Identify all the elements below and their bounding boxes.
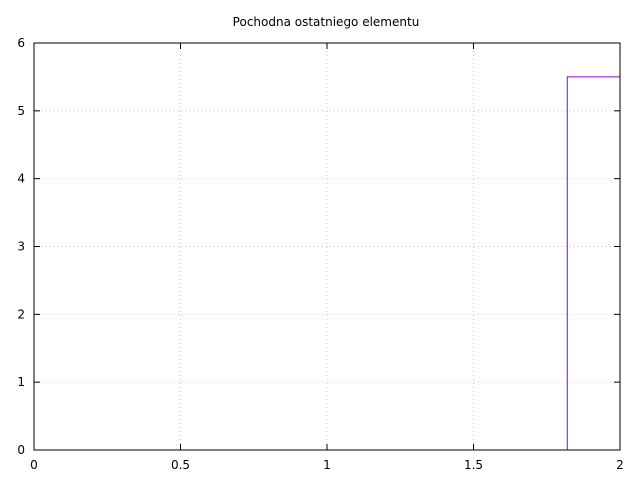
y-tick-label: 6 bbox=[17, 36, 25, 50]
chart-title: Pochodna ostatniego elementu bbox=[233, 15, 420, 29]
y-tick-label: 5 bbox=[17, 104, 25, 118]
x-tick-label: 0 bbox=[30, 458, 38, 472]
x-tick-labels: 0 0.5 1 1.5 2 bbox=[30, 458, 624, 472]
y-tick-label: 0 bbox=[17, 443, 25, 457]
y-tick-label: 2 bbox=[17, 307, 25, 321]
y-tick-labels: 0 1 2 3 4 5 6 bbox=[17, 36, 25, 457]
x-tick-label: 0.5 bbox=[171, 458, 190, 472]
x-tick-label: 1.5 bbox=[464, 458, 483, 472]
y-tick-label: 1 bbox=[17, 375, 25, 389]
grid bbox=[34, 43, 620, 450]
x-tick-label: 1 bbox=[323, 458, 331, 472]
ticks bbox=[33, 42, 621, 451]
y-tick-label: 4 bbox=[17, 172, 25, 186]
plot-frame bbox=[33, 42, 621, 451]
y-tick-label: 3 bbox=[17, 240, 25, 254]
x-tick-label: 2 bbox=[616, 458, 624, 472]
